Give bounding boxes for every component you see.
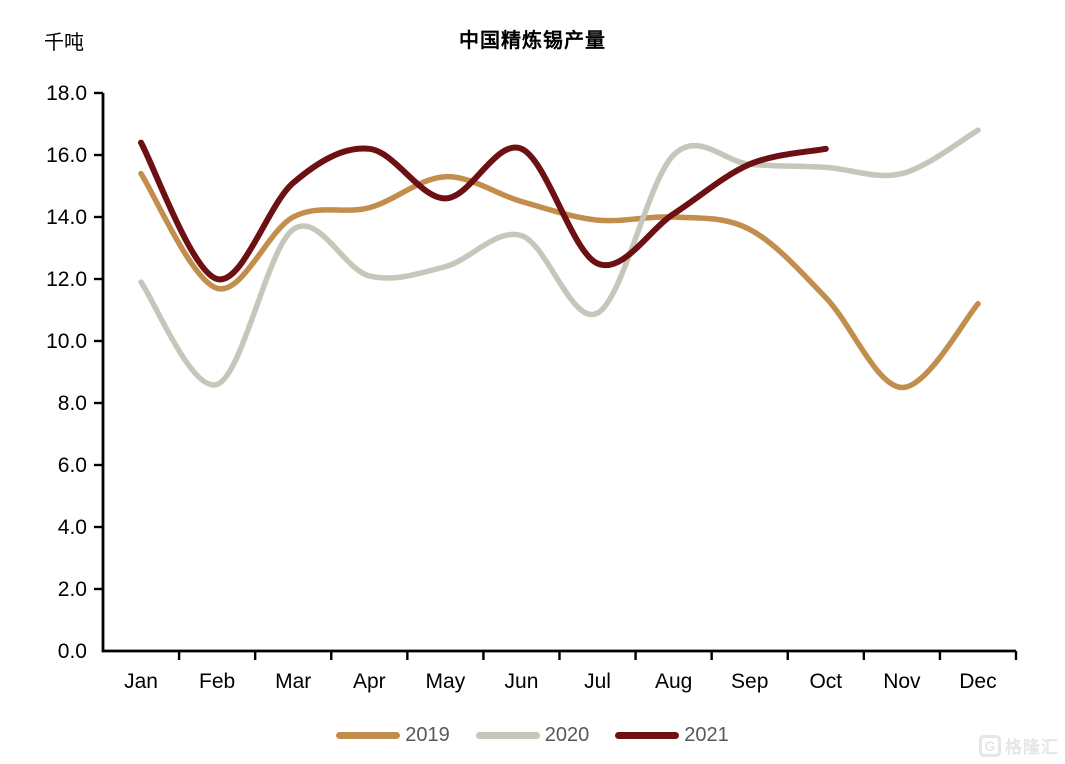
x-tick-label-jul: Jul: [584, 670, 611, 693]
x-tick-label-apr: Apr: [353, 670, 386, 693]
legend-label-2020: 2020: [544, 724, 590, 746]
legend: 2019 2020 2021: [0, 724, 1065, 747]
legend-swatch-2020: [475, 732, 540, 739]
gelonghui-logo-icon: G: [979, 734, 1001, 757]
chart-title: 中国精炼锡产量: [459, 30, 606, 52]
watermark-text: 格隆汇: [1005, 738, 1059, 757]
x-tick-label-jun: Jun: [505, 670, 539, 693]
x-tick-label-aug: Aug: [655, 670, 692, 693]
legend-label-2021: 2021: [684, 724, 729, 746]
legend-item-2020[interactable]: 2020: [475, 724, 590, 747]
y-tick-label: 2.0: [58, 578, 87, 601]
y-tick-label: 14.0: [46, 206, 87, 229]
legend-swatch-2021: [615, 732, 680, 739]
legend-label-2019: 2019: [405, 724, 450, 746]
y-axis-unit-label: 千吨: [44, 32, 84, 54]
y-tick-label: 8.0: [58, 392, 87, 415]
watermark-gelonghui: G 格隆汇: [979, 733, 1059, 758]
y-tick-label: 6.0: [58, 454, 87, 477]
series-line-2021[interactable]: [138, 139, 829, 283]
x-tick-label-sep: Sep: [731, 670, 768, 693]
y-tick-label: 10.0: [46, 330, 87, 353]
x-tick-label-oct: Oct: [809, 670, 842, 693]
y-tick-label: 16.0: [46, 144, 87, 167]
legend-swatch-2019: [336, 732, 401, 739]
y-tick-label: 4.0: [58, 516, 87, 539]
x-tick-label-jan: Jan: [124, 670, 158, 693]
legend-item-2021[interactable]: 2021: [615, 724, 729, 747]
series-line-2019[interactable]: [138, 170, 981, 391]
x-tick-label-dec: Dec: [959, 670, 996, 693]
series-line-2020[interactable]: [138, 127, 981, 388]
x-tick-label-may: May: [426, 670, 466, 693]
y-tick-label: 12.0: [46, 268, 87, 291]
y-tick-label: 0.0: [58, 640, 87, 663]
x-tick-label-feb: Feb: [199, 670, 235, 693]
x-tick-label-mar: Mar: [275, 670, 311, 693]
y-tick-label: 18.0: [46, 82, 87, 105]
x-tick-label-nov: Nov: [883, 670, 921, 693]
legend-item-2019[interactable]: 2019: [336, 724, 450, 747]
